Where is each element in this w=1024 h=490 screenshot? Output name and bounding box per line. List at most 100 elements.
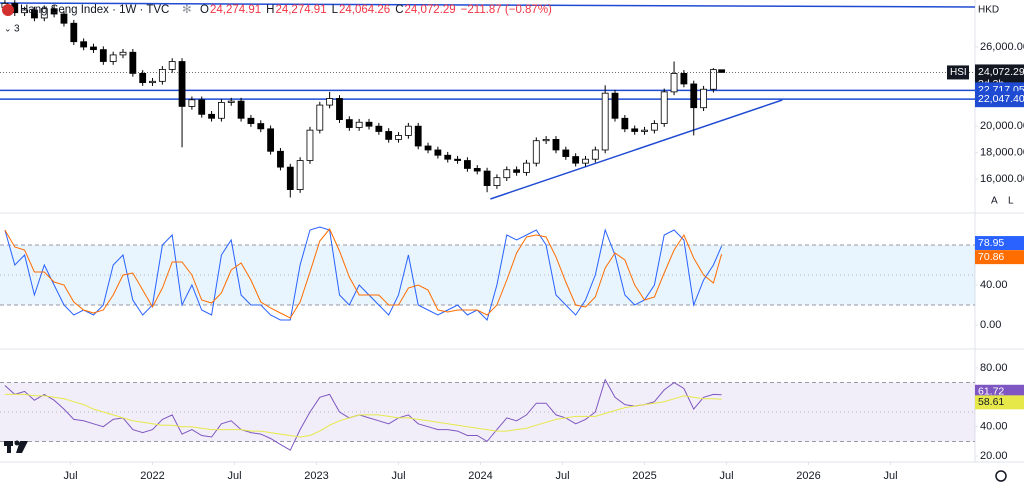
y-tick-label: 0.00 bbox=[980, 319, 1001, 331]
change: −211.87 (−0.87%) bbox=[461, 4, 552, 16]
candle-body bbox=[483, 170, 491, 186]
candle-body bbox=[306, 129, 314, 161]
y-tick-label: 40.00 bbox=[980, 279, 1008, 291]
x-tick-label: Jul bbox=[556, 470, 570, 482]
candle-body bbox=[542, 138, 550, 142]
y-tick-label: 16,000.00 bbox=[980, 173, 1024, 185]
candle-body bbox=[493, 177, 501, 186]
candle-body bbox=[188, 99, 196, 107]
last-price-label: 24,072.29 bbox=[978, 66, 1024, 78]
candle-body bbox=[601, 92, 609, 151]
y-tick-label: 20.00 bbox=[980, 450, 1008, 462]
ohlc-key: O bbox=[200, 4, 209, 16]
candle-body bbox=[404, 125, 412, 136]
candle-body bbox=[414, 125, 422, 147]
candle-body bbox=[503, 169, 511, 179]
settings-icon[interactable]: ✻ bbox=[182, 4, 192, 16]
candle-body bbox=[168, 61, 176, 70]
candle-body bbox=[375, 125, 383, 132]
candle-body bbox=[572, 156, 580, 164]
candle-body bbox=[631, 128, 639, 132]
candle-body bbox=[532, 140, 540, 164]
candle-body bbox=[582, 158, 589, 164]
ohlc-value: 24,072.29 bbox=[405, 4, 456, 16]
last-value-label: 61.72 bbox=[978, 386, 1004, 398]
currency[interactable]: HKD bbox=[978, 5, 999, 16]
candle-body bbox=[60, 13, 68, 24]
x-tick-label: 2022 bbox=[140, 470, 164, 482]
candle-body bbox=[473, 168, 481, 172]
candle-body bbox=[40, 8, 48, 19]
candle-body bbox=[385, 131, 393, 140]
plot-area bbox=[0, 0, 975, 451]
y-tick-label: 20,000.00 bbox=[980, 120, 1024, 132]
ohlc-key: H bbox=[266, 4, 274, 16]
log-button[interactable]: L bbox=[1008, 196, 1014, 207]
settings-gear[interactable] bbox=[995, 470, 1007, 482]
candle-body bbox=[641, 129, 648, 132]
collapse-icon[interactable]: ⌄ bbox=[4, 23, 12, 33]
candle-body bbox=[621, 117, 629, 130]
candle-body bbox=[670, 72, 678, 93]
candle-body bbox=[129, 51, 137, 74]
candle-body bbox=[277, 150, 284, 168]
x-tick-label: Jul bbox=[227, 470, 241, 482]
candle-body bbox=[149, 80, 156, 84]
last-value-label: 70.86 bbox=[978, 251, 1004, 263]
candle-body bbox=[316, 104, 324, 131]
hline-label-bg bbox=[975, 91, 1024, 108]
candle-body bbox=[247, 117, 255, 124]
candle-body bbox=[690, 83, 698, 109]
candle-body bbox=[99, 49, 107, 62]
y-tick-label: 26,000.00 bbox=[980, 41, 1024, 53]
y-tick-label: 40.00 bbox=[980, 421, 1008, 433]
candle-body bbox=[227, 100, 235, 103]
last-value-label-bg bbox=[975, 395, 1024, 410]
indicator-line bbox=[4, 393, 722, 438]
candle-body bbox=[345, 119, 353, 128]
interval-count[interactable]: 3 bbox=[14, 24, 20, 35]
candle-body bbox=[296, 160, 304, 190]
candle-body bbox=[208, 113, 215, 119]
candle-body bbox=[710, 69, 717, 90]
candle-body bbox=[513, 169, 521, 173]
hline-label: 22,047.40 bbox=[978, 93, 1024, 105]
candle-body bbox=[267, 128, 275, 152]
x-tick-label: Jul bbox=[884, 470, 898, 482]
candle-body bbox=[680, 72, 688, 85]
candle-body bbox=[552, 138, 560, 151]
last-value-label-bg bbox=[975, 236, 1024, 251]
tv-logo[interactable] bbox=[4, 440, 28, 454]
indicator-line bbox=[4, 228, 723, 319]
candle-body bbox=[611, 92, 619, 119]
candle-body bbox=[434, 149, 442, 156]
last-value-label-bg bbox=[975, 384, 1024, 399]
trendline bbox=[490, 99, 783, 200]
ohlc-key: C bbox=[395, 4, 403, 16]
auto-button[interactable]: A bbox=[991, 196, 998, 207]
candle-body bbox=[31, 9, 38, 19]
candle-body bbox=[21, 9, 29, 14]
candle-body bbox=[454, 158, 461, 161]
candle-body bbox=[336, 98, 343, 120]
chart-title[interactable]: Hang Seng Index · 1W · TVC bbox=[20, 4, 169, 16]
ohlc-value: 24,274.91 bbox=[275, 4, 326, 16]
auto-button-bg[interactable] bbox=[988, 194, 1001, 208]
candle-body bbox=[109, 54, 117, 62]
x-tick-label: Jul bbox=[391, 470, 405, 482]
candle-body bbox=[326, 98, 334, 106]
candle-body bbox=[257, 123, 265, 130]
x-tick-label: 2023 bbox=[304, 470, 328, 482]
ohlc-value: 24,064.26 bbox=[339, 4, 390, 16]
last-value-label: 58.61 bbox=[978, 396, 1004, 408]
indicator-line bbox=[4, 226, 723, 321]
candle-body bbox=[50, 8, 58, 15]
candle-body bbox=[70, 22, 78, 43]
x-tick-label: Jul bbox=[63, 470, 77, 482]
symbol-tag: HSI bbox=[950, 67, 967, 78]
candle-body bbox=[650, 123, 658, 131]
candle-body bbox=[395, 135, 402, 140]
x-tick-label: 2025 bbox=[632, 470, 656, 482]
symbol-tag-bg bbox=[947, 65, 969, 80]
